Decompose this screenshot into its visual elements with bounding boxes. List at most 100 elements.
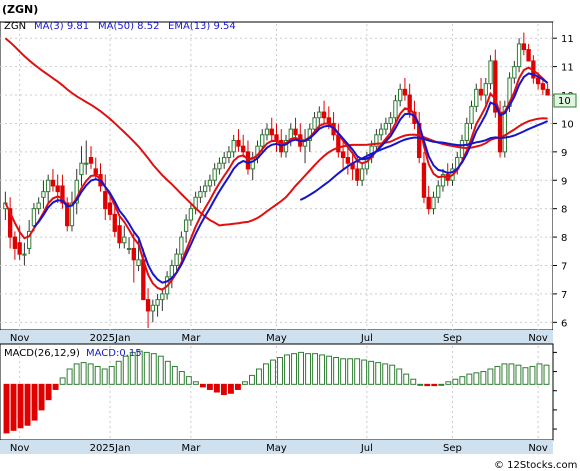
macd-bar xyxy=(227,383,234,394)
macd-bar xyxy=(508,363,515,385)
macd-x-tick-label: Jul xyxy=(360,443,373,454)
candle-body xyxy=(174,253,179,266)
macd-bar xyxy=(206,383,213,390)
macd-bar xyxy=(466,373,473,385)
macd-bar xyxy=(101,368,108,385)
candle-body xyxy=(521,43,527,51)
candle-body xyxy=(493,60,498,113)
legend-ema13: EMA(13) 9.54 xyxy=(168,21,236,32)
legend-ma3: MA(3) 9.81 xyxy=(34,21,89,32)
macd-x-tick-label: Nov xyxy=(528,443,548,454)
macd-bar xyxy=(494,365,501,385)
macd-bar xyxy=(382,363,389,385)
candle-body xyxy=(260,134,265,147)
macd-legend-value: MACD:0.15 xyxy=(86,348,142,359)
macd-bar xyxy=(3,383,10,434)
x-tick-label: Sep xyxy=(443,333,462,344)
legend-ma50: MA(50) 8.52 xyxy=(98,21,159,32)
macd-bar xyxy=(389,364,396,385)
candle-body xyxy=(241,145,246,153)
candle-body xyxy=(183,219,189,232)
candle-body xyxy=(488,60,493,85)
macd-bar xyxy=(38,383,45,411)
ma-long-line xyxy=(299,120,549,201)
macd-bar xyxy=(522,367,529,385)
macd-bar xyxy=(171,365,178,385)
y-tick-label: 9 xyxy=(561,176,567,187)
candle-body xyxy=(421,162,427,198)
candle-body xyxy=(179,236,184,255)
macd-bar xyxy=(319,354,326,385)
macd-bar xyxy=(375,362,382,385)
candle-body xyxy=(207,179,213,187)
y-tick-label: 7 xyxy=(561,290,567,301)
macd-bar xyxy=(487,368,494,385)
candle-body xyxy=(79,162,84,176)
candle-body xyxy=(103,191,108,210)
macd-bar xyxy=(108,365,115,385)
candle-body xyxy=(202,185,208,193)
candle-body xyxy=(26,230,32,249)
candle-body xyxy=(483,83,488,96)
x-tick-label: 2025Jan xyxy=(90,333,131,344)
candle-body xyxy=(22,253,27,256)
macd-bar xyxy=(403,373,410,385)
macd-bar xyxy=(459,376,466,385)
candle-body xyxy=(188,208,194,221)
macd-bar xyxy=(543,364,550,385)
macd-bar xyxy=(270,359,276,385)
last-price-label: 10 xyxy=(558,96,571,107)
candle-body xyxy=(7,208,13,238)
macd-bar xyxy=(410,378,417,385)
macd-bar xyxy=(326,355,333,385)
candle-body xyxy=(88,157,94,164)
macd-bar xyxy=(122,355,129,385)
chart-title: (ZGN) xyxy=(2,3,38,16)
candle-body xyxy=(378,128,384,136)
candle-body xyxy=(126,247,132,250)
macd-bar xyxy=(396,368,403,385)
candle-body xyxy=(383,122,389,130)
macd-bar xyxy=(424,383,431,387)
candle-body xyxy=(359,168,365,181)
macd-bar xyxy=(529,365,536,385)
x-tick-label: May xyxy=(266,333,287,344)
macd-bar xyxy=(536,363,543,385)
macd-bar xyxy=(192,381,199,385)
price-x-axis-band xyxy=(0,330,553,344)
macd-bar xyxy=(438,383,445,386)
candle-body xyxy=(431,196,436,210)
candle-body xyxy=(469,105,474,124)
candle-body xyxy=(155,299,160,306)
candle-body xyxy=(502,105,507,153)
macd-bar xyxy=(417,383,424,386)
candle-body xyxy=(150,304,155,312)
macd-x-tick-label: Nov xyxy=(10,443,30,454)
macd-bar xyxy=(45,383,52,401)
macd-bar xyxy=(73,363,80,385)
candle-body xyxy=(55,185,60,193)
macd-bar xyxy=(361,359,368,385)
macd-bar xyxy=(452,378,459,385)
macd-bar xyxy=(480,371,487,385)
y-tick-label: 8 xyxy=(561,233,567,244)
macd-bar xyxy=(17,383,24,429)
macd-bar xyxy=(431,383,438,387)
candle-body xyxy=(545,88,550,96)
candle-body xyxy=(274,134,279,141)
candle-body xyxy=(93,168,98,176)
macd-bar xyxy=(305,353,312,385)
macd-bar xyxy=(368,360,375,385)
macd-bar xyxy=(80,362,87,385)
candle-body xyxy=(222,157,227,164)
candle-body xyxy=(36,202,41,210)
candle-body xyxy=(402,88,408,96)
candle-body xyxy=(231,139,236,153)
candle-body xyxy=(269,128,274,136)
candle-body xyxy=(41,191,46,198)
macd-bar xyxy=(515,364,522,385)
macd-bar xyxy=(473,372,480,385)
x-tick-label: Nov xyxy=(10,333,30,344)
candle-body xyxy=(398,88,403,102)
macd-bar xyxy=(94,365,101,385)
